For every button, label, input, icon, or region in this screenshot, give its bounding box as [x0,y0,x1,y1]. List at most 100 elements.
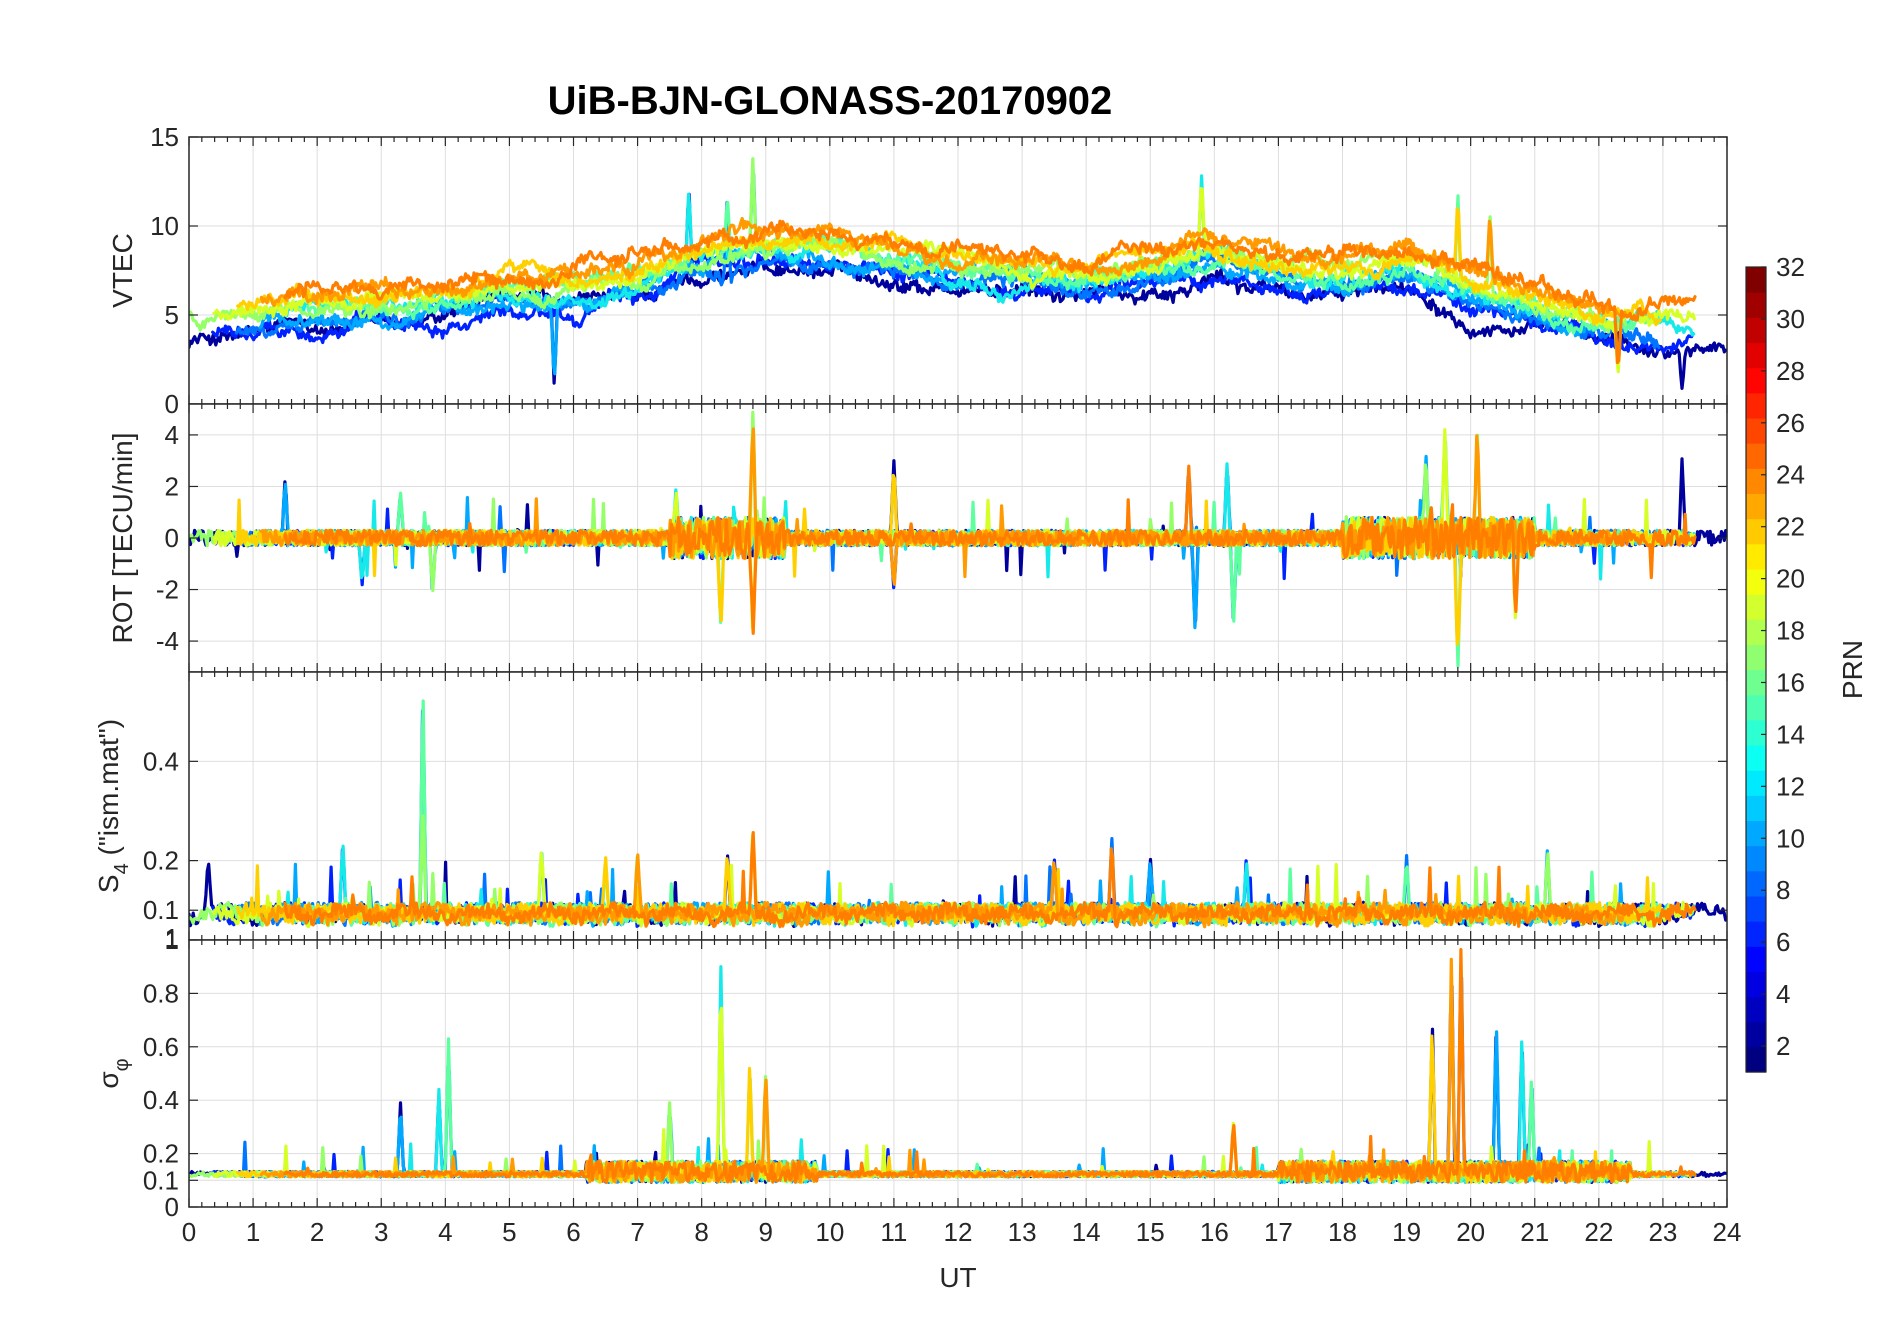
x-tick-label: 23 [1648,1217,1677,1247]
y-tick-label: 2 [165,471,179,501]
colorbar-cell [1746,770,1766,796]
x-tick-label: 15 [1136,1217,1165,1247]
colorbar-cell [1746,921,1766,947]
colorbar-tick-label: 18 [1776,616,1805,646]
y-axis-title-rest: ("ism.mat") [93,719,124,863]
colorbar-tick-label: 30 [1776,304,1805,334]
y-tick-label-overlap: 1 [165,923,179,953]
colorbar-tick-label: 12 [1776,771,1805,801]
colorbar-cell [1746,946,1766,972]
colorbar-cell [1746,669,1766,696]
colorbar-cell [1746,795,1766,822]
y-axis-title-main: S [93,874,124,893]
traces [189,948,1727,1184]
x-tick-label: 16 [1200,1217,1229,1247]
y-axis-title-sigma: σφ [93,1058,133,1088]
x-tick-label: 7 [630,1217,644,1247]
colorbar-cell [1746,317,1766,344]
colorbar-cell [1746,895,1766,922]
y-tick-label: 10 [150,211,179,241]
series-line-s4-prn-24 [283,831,1697,929]
colorbar-cell [1746,342,1766,369]
colorbar-tick-label: 20 [1776,564,1805,594]
colorbar-cell [1746,417,1766,444]
colorbar-cell [1746,392,1766,419]
colorbar-cell [1746,971,1766,998]
series-line-rot-prn-24 [283,464,1697,635]
y-tick-label: 0 [165,523,179,553]
x-tick-label: 0 [182,1217,196,1247]
y-tick-label: 0.1 [143,1165,179,1195]
x-tick-label: 13 [1008,1217,1037,1247]
colorbar-cell [1746,267,1766,293]
y-tick-label: 1 [165,925,179,955]
y-tick-label: 0 [165,1192,179,1222]
y-tick-label: 5 [165,300,179,330]
y-tick-label: 15 [150,122,179,152]
colorbar-cell [1746,493,1766,520]
colorbar-cell [1746,443,1766,469]
traces [189,410,1727,668]
colorbar-cell [1746,996,1766,1023]
x-tick-label: 5 [502,1217,516,1247]
colorbar-tick-label: 22 [1776,512,1805,542]
y-axis-title-s4: S4 ("ism.mat") [93,719,133,893]
y-tick-label: 0 [165,389,179,419]
colorbar-tick-label: 10 [1776,823,1805,853]
series-line-sigma-prn-24 [283,948,1697,1184]
traces [189,699,1727,929]
x-tick-label: 18 [1328,1217,1357,1247]
y-axis-title-sub: φ [111,1058,133,1071]
x-tick-label: 11 [880,1217,907,1247]
panel-vtec: 0 5 10 15 VTEC [107,122,1728,419]
panel-s4: 0.1 0.2 0.4 S4 ("ism.mat") [93,671,1728,941]
y-tick-label: 0.4 [143,746,179,776]
x-tick-label: 17 [1264,1217,1293,1247]
y-axis-title-vtec: VTEC [107,233,138,308]
colorbar-cell [1746,694,1766,721]
x-tick-label: 4 [438,1217,452,1247]
y-tick-label: 0.6 [143,1032,179,1062]
x-axis-title: UT [939,1262,976,1293]
series-line-vtec-prn-24 [283,219,1697,365]
x-tick-label: 22 [1584,1217,1613,1247]
colorbar-tick-label: 26 [1776,408,1805,438]
colorbar-title: PRN [1837,640,1868,699]
colorbar-cell [1746,594,1766,620]
colorbar-cell [1746,518,1766,545]
colorbar-cell [1746,744,1766,771]
x-tick-label: 9 [759,1217,773,1247]
x-tick-label: 12 [944,1217,973,1247]
y-tick-label: 0.1 [143,895,179,925]
colorbar-frame [1745,266,1767,1073]
colorbar-cell [1746,644,1766,671]
colorbar-tick-label: 4 [1776,979,1790,1009]
colorbar-cell [1746,468,1766,495]
colorbar-cell [1746,292,1766,318]
y-tick-label: 0.2 [143,1139,179,1169]
y-tick-label: 4 [165,420,179,450]
traces [189,157,1727,390]
y-tick-label: -4 [156,626,179,656]
x-tick-label: 21 [1520,1217,1549,1247]
colorbar-cell [1746,719,1766,746]
colorbar-cell [1746,543,1766,570]
x-tick-label: 24 [1713,1217,1742,1247]
colorbar-tick-label: 28 [1776,356,1805,386]
y-axis-title-main: σ [93,1071,124,1088]
colorbar-cell [1746,619,1766,645]
y-tick-label: 0.2 [143,846,179,876]
x-tick-label: 2 [310,1217,324,1247]
x-tick-label: 8 [694,1217,708,1247]
y-axis-title-rot: ROT [TECU/min] [107,432,138,643]
colorbar-tick-label: 2 [1776,1031,1790,1061]
x-tick-label: 14 [1072,1217,1101,1247]
y-axis-title-sub: 4 [111,863,133,874]
colorbar-cell [1746,1021,1766,1048]
y-tick-label: 0.4 [143,1085,179,1115]
colorbar-cell [1746,367,1766,394]
colorbar-cell [1746,820,1766,847]
chart-title: UiB-BJN-GLONASS-20170902 [548,79,1113,123]
